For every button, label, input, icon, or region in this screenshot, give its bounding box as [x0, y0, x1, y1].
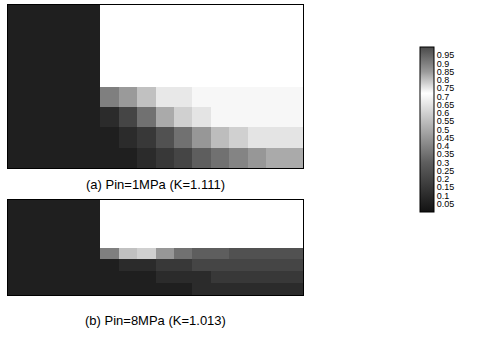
svg-text:0.9: 0.9	[437, 59, 450, 69]
svg-text:0.3: 0.3	[437, 158, 450, 168]
svg-text:0.6: 0.6	[437, 108, 450, 118]
svg-text:(a) Pin=1MPa (K=1.111): (a) Pin=1MPa (K=1.111)	[86, 177, 225, 192]
svg-text:0.1: 0.1	[437, 191, 450, 201]
svg-text:0.4: 0.4	[437, 141, 450, 151]
svg-text:0.2: 0.2	[437, 174, 450, 184]
svg-text:0.95: 0.95	[437, 50, 455, 60]
svg-text:0.75: 0.75	[437, 83, 455, 93]
svg-text:0.65: 0.65	[437, 100, 455, 110]
svg-text:(b) Pin=8MPa (K=1.013): (b) Pin=8MPa (K=1.013)	[85, 313, 226, 328]
svg-text:0.8: 0.8	[437, 75, 450, 85]
svg-text:0.5: 0.5	[437, 125, 450, 135]
svg-text:0.25: 0.25	[437, 166, 455, 176]
svg-text:0.7: 0.7	[437, 92, 450, 102]
svg-text:0.45: 0.45	[437, 133, 455, 143]
svg-text:0.05: 0.05	[437, 199, 455, 209]
svg-text:0.35: 0.35	[437, 149, 455, 159]
svg-text:0.55: 0.55	[437, 116, 455, 126]
svg-text:0.15: 0.15	[437, 182, 455, 192]
svg-text:0.85: 0.85	[437, 67, 455, 77]
